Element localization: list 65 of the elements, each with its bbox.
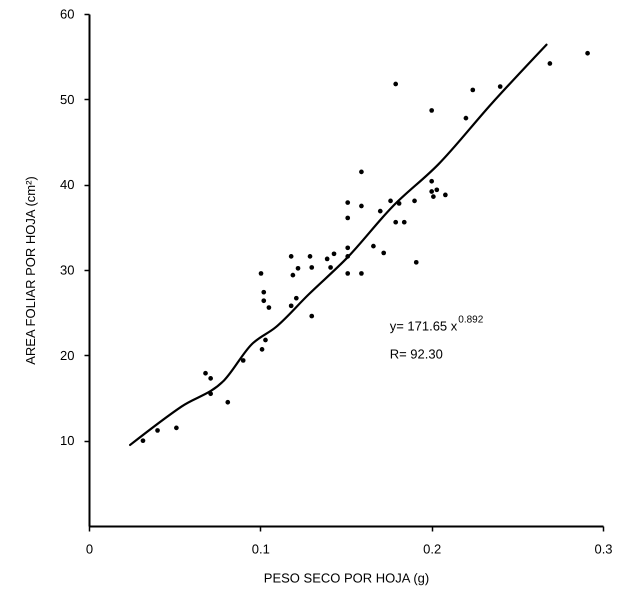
point [260, 347, 264, 352]
point [258, 271, 264, 276]
point [345, 271, 350, 276]
point [429, 108, 434, 113]
point [443, 192, 448, 198]
x-tick-label: 0.1 [252, 542, 270, 556]
y-axis-title: AREA FOLIAR POR HOJA (cm²) [23, 176, 38, 365]
point [261, 290, 266, 295]
point [378, 208, 383, 214]
point [240, 358, 246, 363]
point [414, 260, 419, 265]
point [266, 305, 272, 310]
point [155, 428, 160, 433]
y-tick-label: 40 [60, 177, 74, 192]
point [585, 50, 590, 56]
point [309, 265, 314, 270]
x-axis-title: PESO SECO POR HOJA (g) [264, 570, 430, 586]
point [309, 314, 314, 318]
point [174, 426, 179, 430]
point [429, 189, 434, 194]
point [203, 370, 208, 376]
point [412, 198, 417, 204]
y-tick-label: 10 [60, 433, 74, 448]
point [345, 200, 350, 205]
point [332, 251, 336, 256]
y-tick-label: 60 [60, 6, 74, 22]
point [359, 170, 364, 174]
x-tick-label: 0.3 [594, 542, 613, 556]
point [140, 438, 146, 444]
y-tick-label: 50 [60, 92, 74, 107]
point [381, 250, 386, 256]
point [359, 271, 364, 276]
point [498, 84, 503, 89]
point [208, 376, 213, 381]
point [225, 400, 230, 405]
point [324, 256, 330, 262]
y-tick-label: 30 [60, 262, 74, 278]
point [294, 296, 299, 300]
point [345, 245, 350, 250]
point [263, 338, 268, 342]
point [393, 220, 398, 225]
point [308, 254, 312, 259]
point [371, 244, 376, 248]
point [288, 304, 294, 308]
x-tick-label: 0.2 [423, 542, 442, 556]
point [388, 198, 393, 204]
line-series [129, 44, 548, 446]
point [548, 61, 552, 66]
point [393, 82, 398, 86]
point [434, 187, 440, 192]
point [359, 204, 364, 208]
annotation: R= 92.30 [390, 346, 443, 362]
point [296, 266, 300, 271]
y-tick-label: 20 [60, 348, 74, 363]
point [464, 116, 468, 120]
point [288, 254, 294, 259]
point [345, 216, 350, 220]
point [402, 220, 407, 225]
point [470, 88, 476, 92]
point [429, 178, 434, 184]
point [431, 194, 436, 199]
point [261, 298, 266, 304]
point [328, 265, 333, 270]
point [290, 272, 296, 278]
x-tick-label: 0 [86, 542, 94, 556]
